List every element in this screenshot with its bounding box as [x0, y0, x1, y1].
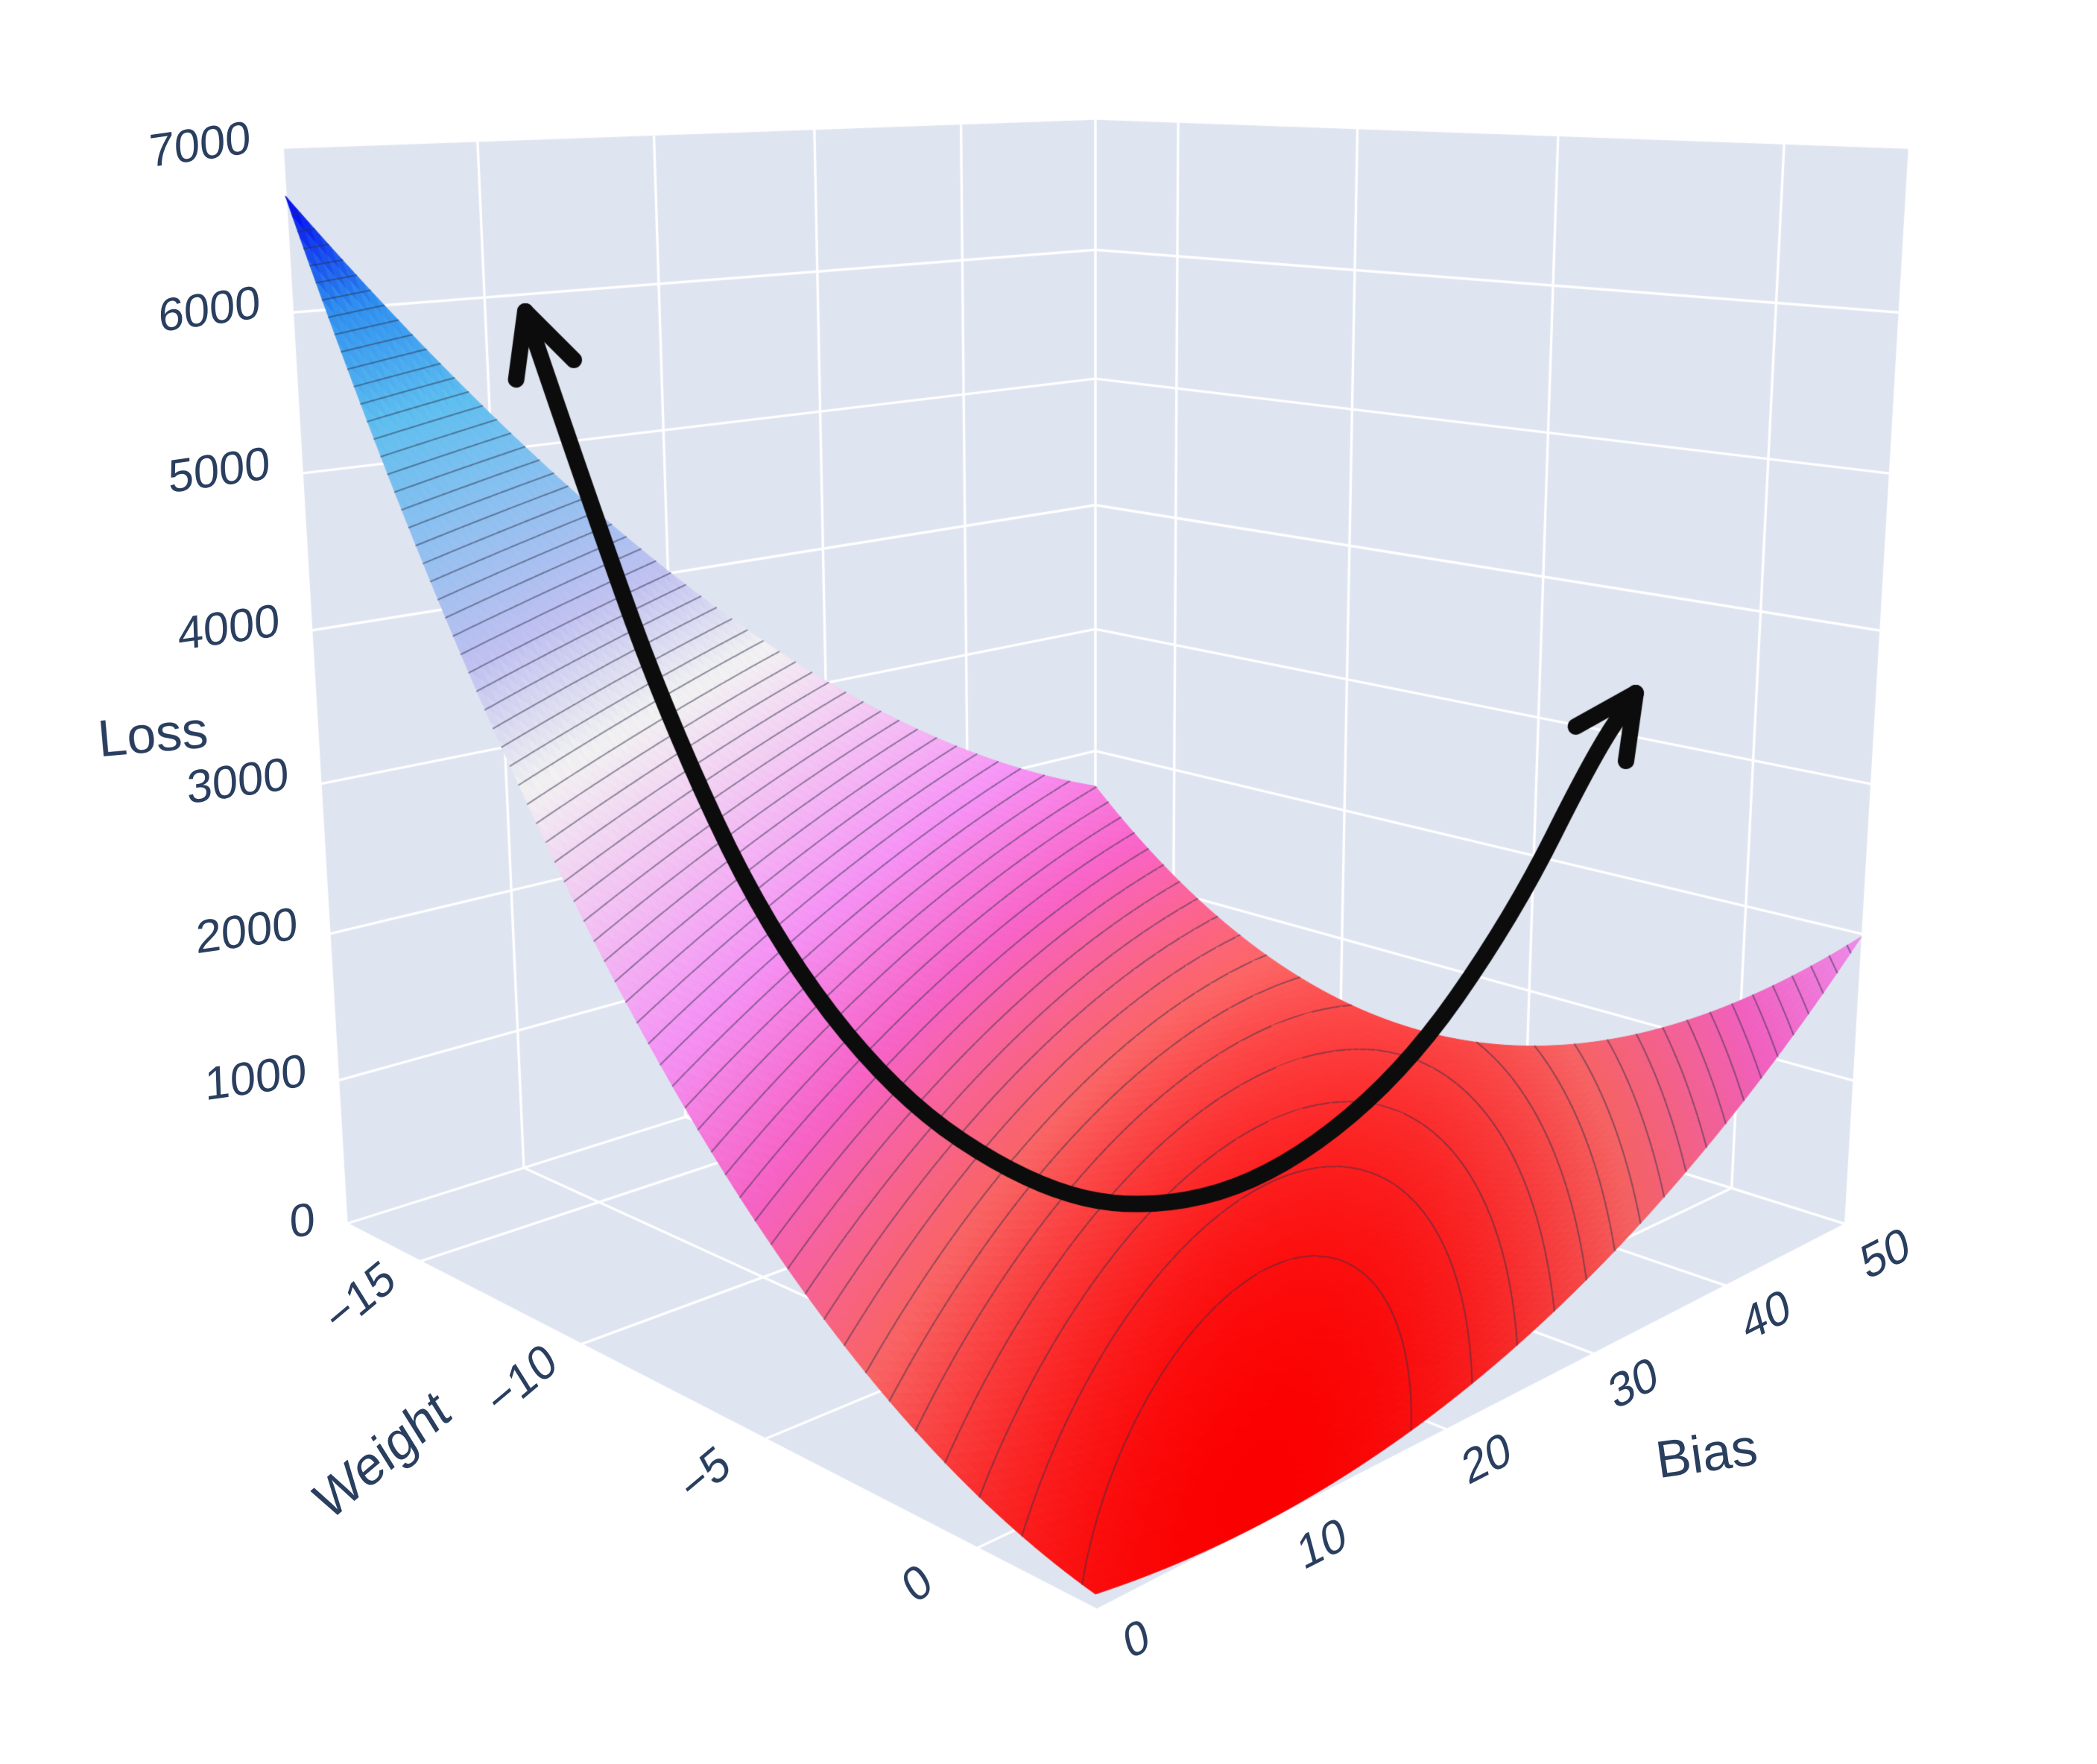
z-axis-tick-label: 0 [288, 1192, 317, 1249]
z-axis-title: Loss [95, 700, 211, 768]
